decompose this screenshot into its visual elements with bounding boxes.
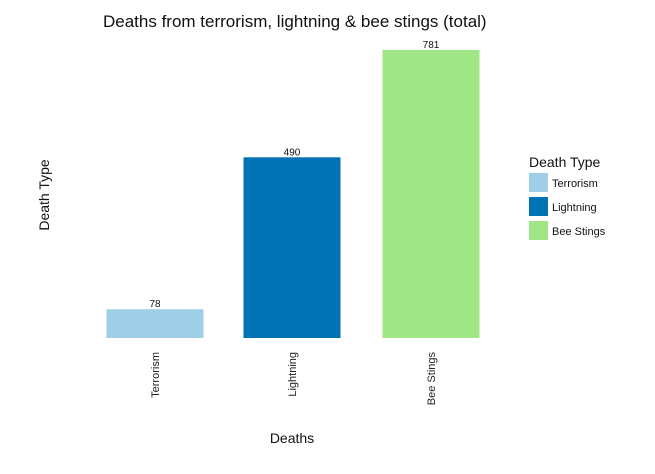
bar-value-label-lightning: 490 [284, 147, 301, 158]
x-tick-label-bee-stings: Bee Stings [426, 352, 438, 406]
bar-value-label-terrorism: 78 [149, 299, 161, 310]
x-tick-label-terrorism: Terrorism [150, 352, 162, 398]
bar-labels-group: 78 490 781 [149, 40, 439, 310]
legend: Death Type Terrorism Lightning Bee Stings [529, 154, 606, 240]
legend-swatch-bee-stings [529, 221, 548, 240]
x-axis-title: Deaths [270, 430, 314, 446]
bar-terrorism [106, 309, 204, 338]
bar-bee-stings [382, 50, 480, 338]
x-tick-label-lightning: Lightning [287, 352, 299, 397]
y-axis-title: Death Type [36, 159, 52, 231]
legend-swatch-terrorism [529, 173, 548, 192]
legend-label-lightning: Lightning [552, 202, 597, 214]
legend-swatch-lightning [529, 197, 548, 216]
legend-label-terrorism: Terrorism [552, 178, 598, 190]
x-tick-labels-group: Terrorism Lightning Bee Stings [150, 352, 438, 406]
legend-title: Death Type [529, 154, 601, 170]
bar-lightning [243, 157, 341, 338]
bar-value-label-bee-stings: 781 [423, 40, 440, 51]
bars-group [106, 50, 480, 338]
legend-label-bee-stings: Bee Stings [552, 226, 606, 238]
chart-title: Deaths from terrorism, lightning & bee s… [103, 12, 487, 31]
